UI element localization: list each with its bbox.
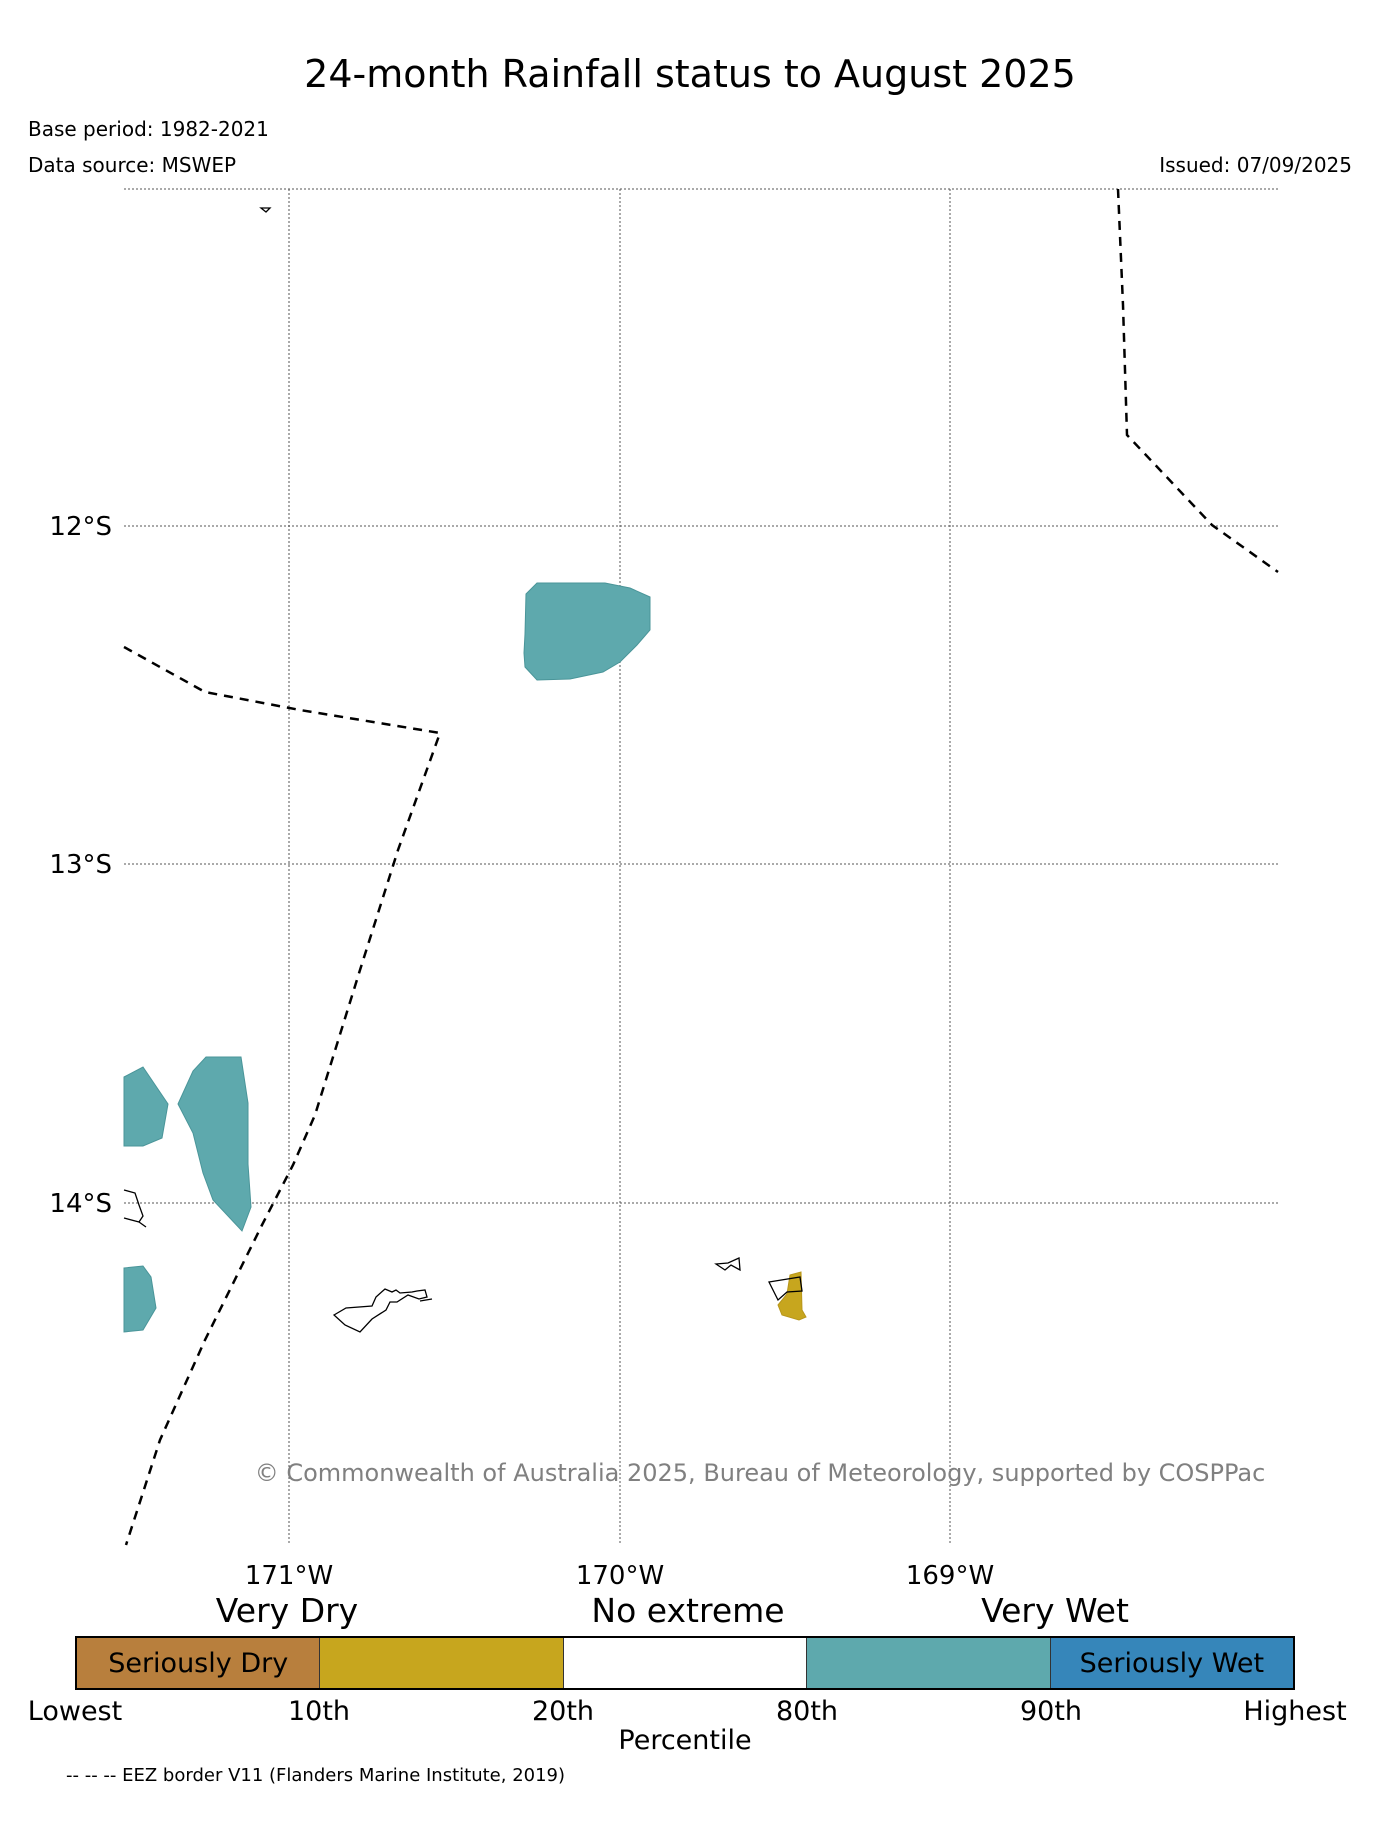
legend-segment-no-extreme <box>563 1638 808 1688</box>
issued-date-text: Issued: 07/09/2025 <box>1159 153 1352 177</box>
eez-border-east <box>1116 188 1279 574</box>
data-source-text: Data source: MSWEP <box>28 153 237 177</box>
island-outline-savaii-edge <box>123 1189 147 1228</box>
legend-color-bar: Seriously Dry Seriously Wet <box>75 1636 1295 1690</box>
very-wet-region-southwest <box>123 1265 157 1333</box>
lon-label-169w: 169°W <box>906 1561 994 1591</box>
legend-category-no-extreme: No extreme <box>591 1591 785 1630</box>
lat-label-12s: 12°S <box>49 512 112 542</box>
legend-category-very-dry: Very Dry <box>215 1591 359 1630</box>
legend-segment-very-dry <box>320 1638 564 1688</box>
very-wet-region-savaii <box>123 1066 169 1147</box>
legend-category-very-wet: Very Wet <box>981 1591 1129 1630</box>
legend-tick-90th: 90th <box>1019 1696 1083 1727</box>
legend-tick-80th: 80th <box>775 1696 839 1727</box>
very-wet-region-north <box>523 582 651 681</box>
legend-tick-10th: 10th <box>287 1696 351 1727</box>
lon-label-171w: 171°W <box>245 1561 333 1591</box>
eez-border-note: -- -- -- EEZ border V11 (Flanders Marine… <box>66 1765 566 1786</box>
very-wet-regions <box>123 582 651 1333</box>
legend-tick-highest: Highest <box>1243 1696 1347 1727</box>
gridlines <box>124 188 1278 1545</box>
lon-label-170w: 170°W <box>576 1561 664 1591</box>
page-title: 24-month Rainfall status to August 2025 <box>304 52 1076 96</box>
very-wet-region-upolu <box>177 1056 252 1232</box>
copyright-text: © Commonwealth of Australia 2025, Bureau… <box>254 1459 1266 1487</box>
island-outlines <box>123 207 803 1333</box>
eez-borders <box>123 188 1279 1546</box>
island-outline-tau <box>768 1276 803 1302</box>
legend-segment-seriously-dry: Seriously Dry <box>77 1638 321 1688</box>
legend-tick-20th: 20th <box>531 1696 595 1727</box>
base-period-text: Base period: 1982-2021 <box>28 117 269 141</box>
eez-border-west <box>123 645 442 1546</box>
legend-segment-very-wet <box>807 1638 1051 1688</box>
island-outline-ofu <box>714 1257 741 1272</box>
legend-axis-label: Percentile <box>618 1725 752 1756</box>
island-outline-tiny-north <box>259 207 272 213</box>
island-outline-tutuila <box>332 1288 433 1333</box>
legend-tick-lowest: Lowest <box>27 1696 123 1727</box>
lat-label-14s: 14°S <box>49 1189 112 1219</box>
lat-label-13s: 13°S <box>49 850 112 880</box>
legend-segment-seriously-wet: Seriously Wet <box>1050 1638 1294 1688</box>
